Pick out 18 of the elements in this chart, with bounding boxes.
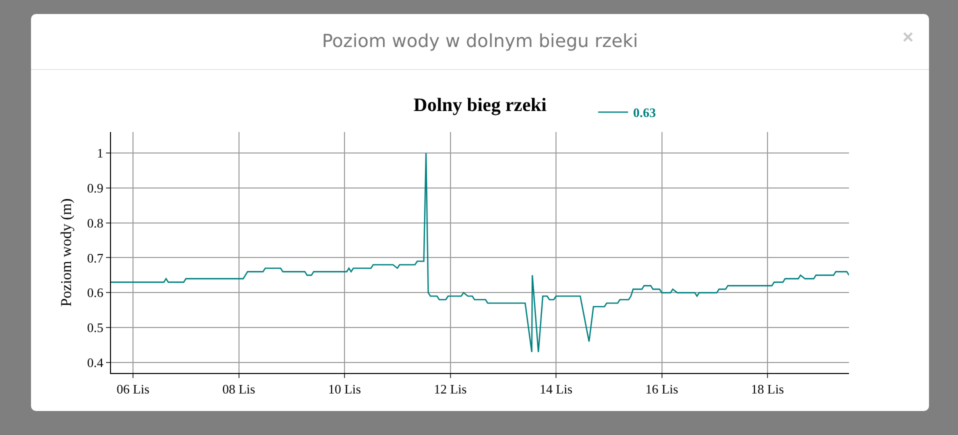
x-tick-label: 10 Lis [328,382,361,397]
legend-label: 0.63 [633,105,656,120]
x-tick-label: 08 Lis [222,382,256,397]
y-tick-label: 0.6 [87,285,104,300]
y-tick-label: 0.9 [87,180,104,196]
y-tick-label: 0.5 [87,320,104,336]
x-tick-label: 06 Lis [116,382,150,397]
y-tick-label: 0.7 [87,250,104,266]
x-tick-label: 14 Lis [540,382,572,397]
y-axis-title: Poziom wody (m) [59,198,75,307]
x-tick-label: 18 Lis [751,382,784,397]
x-tick-label: 12 Lis [434,382,467,397]
chart-title: Poziom wody w dolnym biegu rzeki [31,14,929,70]
x-tick-label: 16 Lis [645,382,678,397]
y-tick-label: 0.8 [87,215,104,230]
y-tick-label: 0.4 [87,355,104,370]
chart-subtitle: Dolny bieg rzeki [414,94,546,116]
y-tick-label: 1 [96,146,104,161]
